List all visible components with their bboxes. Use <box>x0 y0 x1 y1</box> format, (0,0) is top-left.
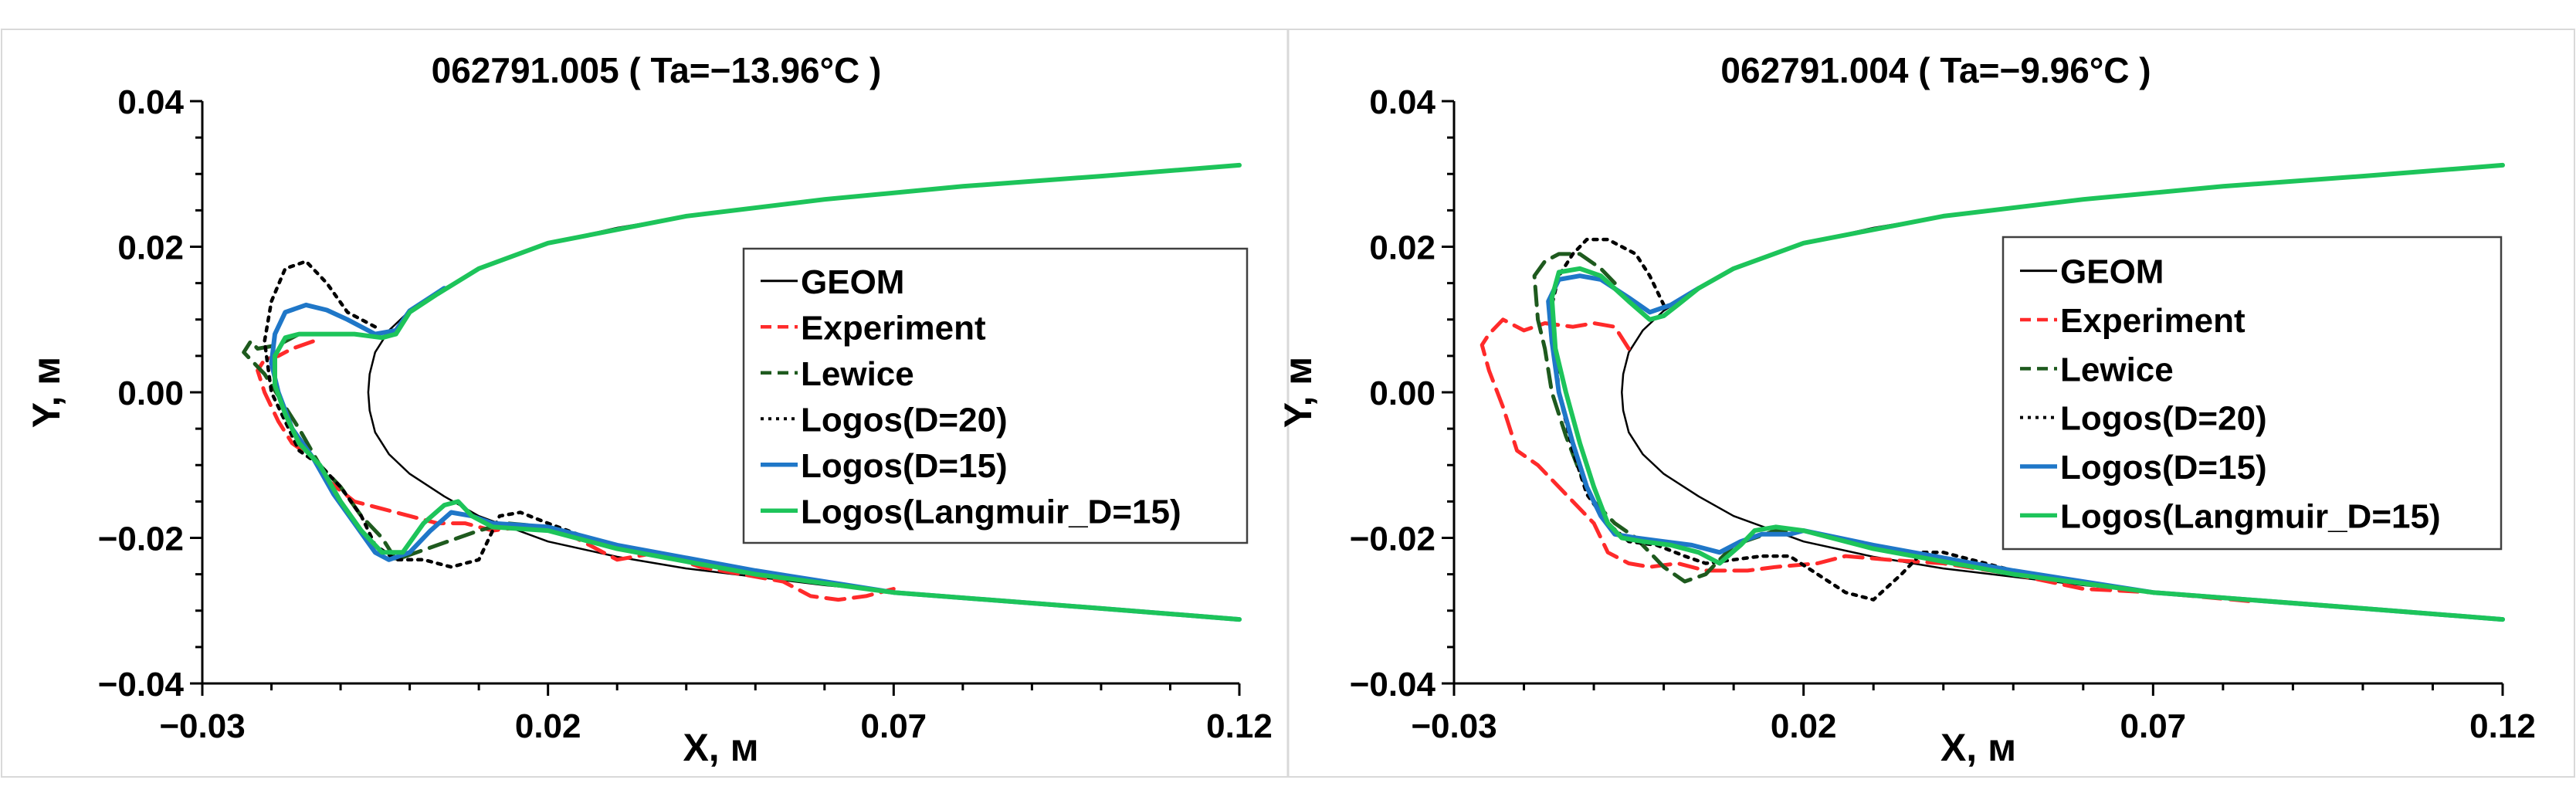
series-line-experiment <box>1480 317 2260 604</box>
series-line-logos-langmuir-d-15 <box>1549 162 2505 622</box>
y-tick-label: 0.02 <box>117 229 184 267</box>
x-tick-label: 0.07 <box>2120 707 2187 745</box>
legend: GEOM Experiment Lewice Logos(D=20) Logos(D=1… <box>742 247 1249 544</box>
x-tick-label: −0.03 <box>1411 707 1496 745</box>
legend-entry-label: GEOM <box>2060 253 2164 291</box>
series-line-experiment <box>256 339 896 602</box>
x-tick-label: 0.12 <box>2469 707 2536 745</box>
y-tick-label: 0.00 <box>117 375 184 412</box>
legend-entry-label: Experiment <box>2060 302 2246 340</box>
legend-entry-label: Logos(D=15) <box>801 447 1008 485</box>
x-tick-label: 0.02 <box>1771 707 1837 745</box>
y-axis-label: Y, м <box>25 357 68 429</box>
x-axis-label: X, м <box>1940 726 2016 769</box>
x-tick-label: −0.03 <box>159 707 245 745</box>
legend-entry-label: Lewice <box>801 355 914 393</box>
legend-box <box>2001 236 2503 551</box>
y-tick-label: −0.04 <box>98 666 185 704</box>
legend-box <box>742 247 1249 544</box>
legend-entry-label: Logos(D=20) <box>2060 400 2267 438</box>
legend-entry-label: Logos(Langmuir_D=15) <box>801 493 1181 531</box>
chart-panel-1: 062791.005 ( Ta=−13.96°C ) 0.04 0.02 0.00 −0… <box>25 50 1273 769</box>
chart-title: 062791.005 ( Ta=−13.96°C ) <box>432 50 882 90</box>
legend-entry-label: GEOM <box>801 263 904 301</box>
legend: GEOM Experiment Lewice Logos(D=20) Logos(D=1… <box>2001 236 2503 551</box>
legend-entry-label: Logos(D=20) <box>801 401 1008 439</box>
y-tick-label: 0.02 <box>1369 229 1435 267</box>
y-tick-label: −0.02 <box>1350 520 1435 558</box>
legend-entry-label: Experiment <box>801 309 986 347</box>
series-line-logos-d-20 <box>1550 237 2505 622</box>
legend-entry-label: Logos(Langmuir_D=15) <box>2060 497 2441 535</box>
y-tick-label: 0.04 <box>117 83 184 121</box>
y-tick-label: −0.02 <box>98 520 184 558</box>
y-tick-label: 0.04 <box>1369 83 1435 121</box>
chart-title: 062791.004 ( Ta=−9.96°C ) <box>1720 50 2151 90</box>
legend-entry-label: Logos(D=15) <box>2060 449 2267 487</box>
y-axis-label: Y, м <box>1276 357 1320 429</box>
series-line-logos-langmuir-d-15 <box>273 162 1242 622</box>
x-tick-label: 0.02 <box>515 707 581 745</box>
x-tick-label: 0.07 <box>861 707 927 745</box>
series-line-logos-d-15 <box>1546 273 2505 622</box>
y-tick-label: −0.04 <box>1350 666 1436 704</box>
legend-entry-label: Lewice <box>2060 351 2174 388</box>
x-tick-label: 0.12 <box>1206 707 1273 745</box>
chart-panel-2: 062791.004 ( Ta=−9.96°C ) 0.04 0.02 0.00 −0.… <box>1276 50 2536 769</box>
x-axis-label: X, м <box>683 726 758 769</box>
y-tick-label: 0.00 <box>1369 375 1435 412</box>
